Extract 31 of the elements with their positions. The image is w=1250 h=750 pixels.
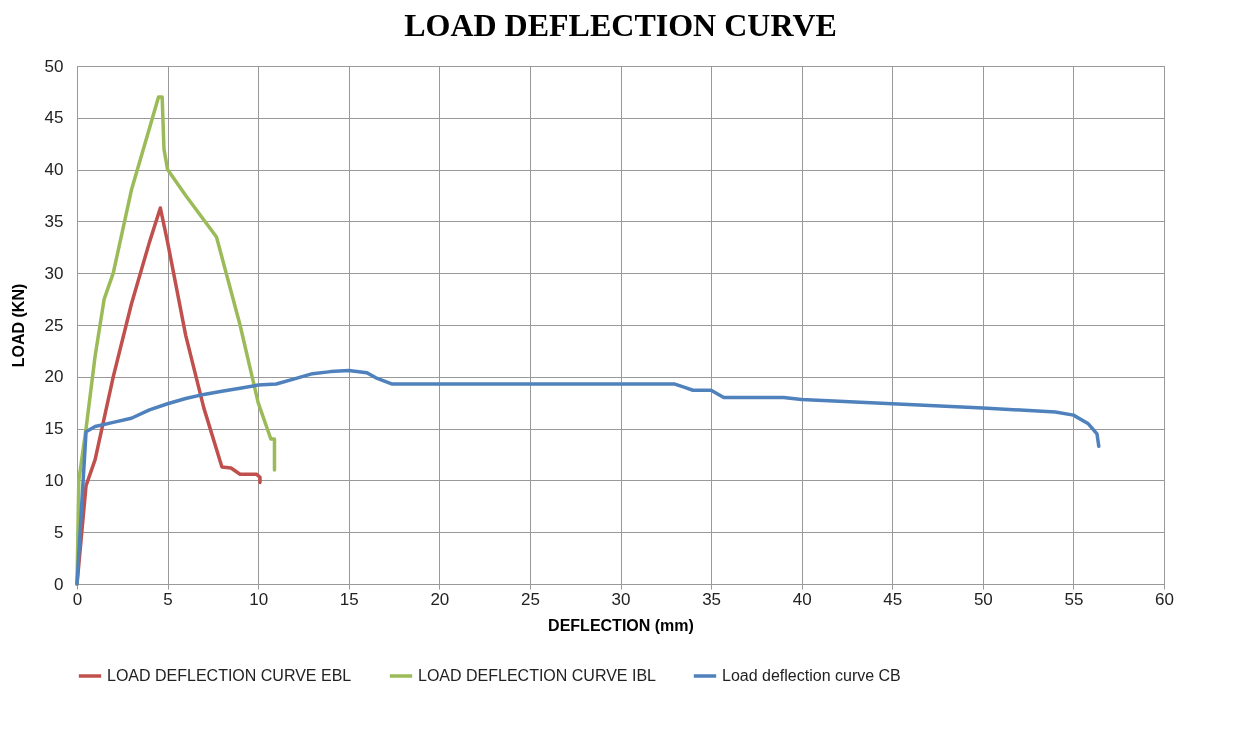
y-tick-label: 50: [44, 56, 64, 76]
x-tick-label: 55: [1064, 589, 1084, 609]
x-axis-title: DEFLECTION (mm): [548, 616, 694, 634]
legend-label: LOAD DEFLECTION CURVE EBL: [107, 667, 352, 684]
y-tick-label: 10: [44, 470, 64, 490]
y-tick-label: 30: [44, 263, 64, 283]
chart-title: LOAD DEFLECTION CURVE: [404, 7, 837, 43]
x-tick-label: 15: [339, 589, 359, 609]
x-tick-label: 20: [430, 589, 450, 609]
legend-label: Load deflection curve CB: [722, 667, 901, 684]
y-axis-title: LOAD (KN): [9, 283, 27, 368]
y-tick-label: 25: [44, 315, 64, 335]
x-tick-label: 5: [163, 589, 173, 609]
y-tick-label: 5: [54, 522, 64, 542]
x-tick-label: 30: [611, 589, 631, 609]
x-tick-label: 0: [72, 589, 83, 609]
x-tick-label: 25: [520, 589, 540, 609]
x-tick-label: 45: [883, 589, 903, 609]
x-tick-label: 10: [249, 589, 269, 609]
line-series: [75, 368, 1101, 586]
y-tick-label: 20: [44, 367, 64, 387]
x-tick-label: 35: [702, 589, 722, 609]
legend-label: LOAD DEFLECTION CURVE IBL: [418, 667, 657, 684]
y-tick-label: 35: [44, 211, 64, 231]
y-tick-label: 45: [44, 108, 64, 128]
y-tick-label: 0: [54, 574, 64, 594]
x-tick-label: 40: [792, 589, 812, 609]
x-tick-label: 60: [1155, 589, 1174, 609]
y-tick-label: 15: [44, 419, 64, 439]
x-tick-label: 50: [973, 589, 993, 609]
y-tick-label: 40: [44, 160, 64, 180]
